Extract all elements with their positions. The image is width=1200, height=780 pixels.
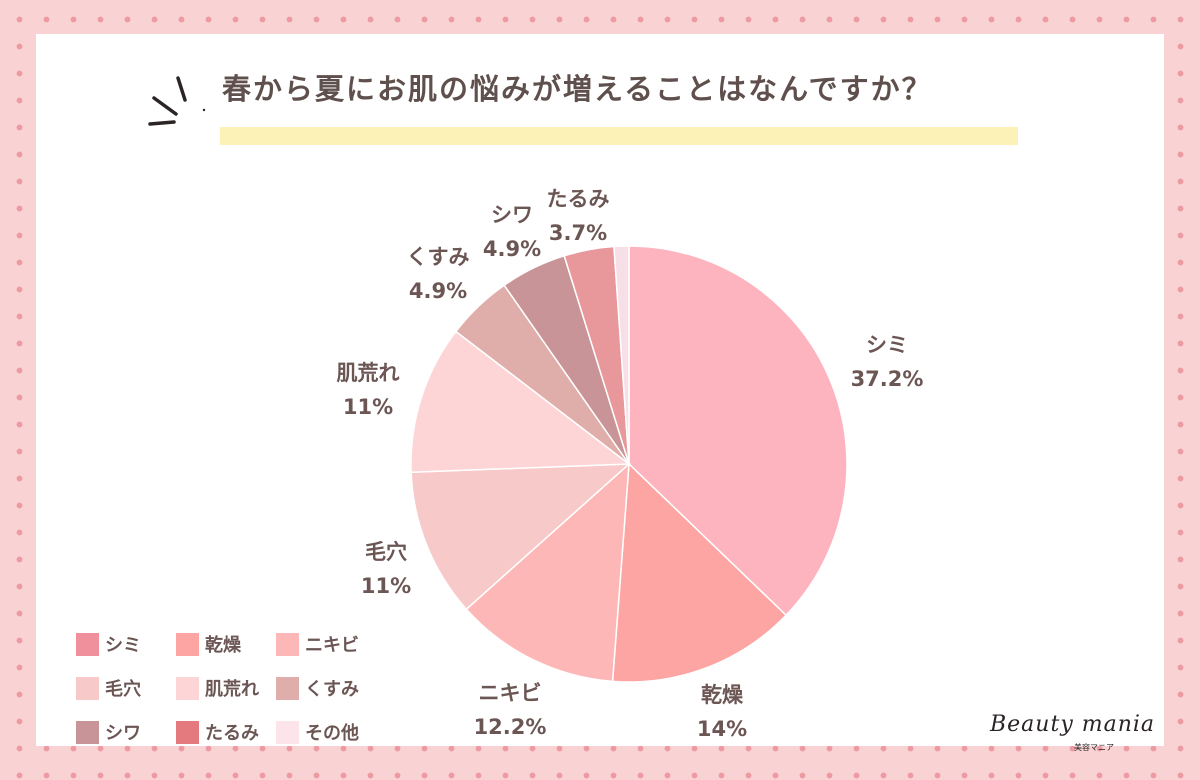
callout-label: たるみ — [546, 187, 610, 211]
legend-item: 乾燥 — [176, 631, 276, 657]
legend-item: シミ — [76, 631, 176, 657]
legend-label: たるみ — [205, 723, 259, 744]
callout-value: 4.9% — [482, 237, 542, 261]
callout-value: 14% — [696, 717, 748, 741]
callout-value: 12.2% — [473, 715, 547, 739]
legend-label: くすみ — [305, 679, 359, 700]
callout-0: シミ 37.2% — [851, 328, 924, 396]
callout-label: ニキビ — [478, 681, 542, 705]
callout-6: シワ 4.9% — [483, 198, 541, 266]
brand-logo: Beauty mania 美容マニア — [990, 712, 1160, 758]
emphasis-lines-icon — [148, 76, 206, 126]
legend-label: 肌荒れ — [205, 679, 259, 700]
callout-value: 11% — [360, 574, 412, 598]
pie-slice-0 — [628, 245, 848, 617]
legend-swatch — [76, 720, 99, 744]
legend-label: 毛穴 — [105, 679, 141, 700]
legend-item: くすみ — [276, 675, 376, 701]
legend-row: シワ たるみ その他 — [76, 710, 376, 754]
callout-label: 肌荒れ — [336, 361, 400, 385]
legend-swatch — [176, 632, 199, 656]
pie-slice-1 — [611, 462, 788, 683]
legend-swatch — [76, 632, 99, 656]
brand-name: Beauty mania — [990, 712, 1156, 737]
pie-slice-2 — [465, 462, 630, 683]
title-highlight — [220, 127, 1018, 145]
callout-value: 37.2% — [850, 367, 924, 391]
legend-swatch — [176, 676, 199, 700]
legend-label: 乾燥 — [205, 635, 241, 656]
callout-4: 肌荒れ 11% — [337, 356, 400, 424]
callout-value: 3.7% — [548, 221, 608, 245]
callout-label: 乾燥 — [700, 683, 743, 707]
legend-item: シワ — [76, 719, 176, 745]
legend-label: シワ — [105, 723, 141, 744]
legend-swatch — [176, 720, 199, 744]
callout-7: たるみ 3.7% — [547, 182, 610, 250]
callout-value: 4.9% — [408, 279, 468, 303]
chart-legend: シミ 乾燥 ニキビ毛穴 肌荒れ くすみシワ たるみ その他 — [76, 622, 376, 754]
callout-label: シワ — [491, 203, 533, 227]
legend-item: 毛穴 — [76, 675, 176, 701]
callout-label: シミ — [865, 333, 908, 357]
pie-slice-4 — [410, 330, 632, 473]
callout-5: くすみ 4.9% — [407, 240, 470, 308]
callout-1: 乾燥 14% — [697, 678, 747, 746]
callout-3: 毛穴 11% — [361, 535, 411, 603]
pie-slice-3 — [410, 463, 632, 611]
callout-value: 11% — [342, 395, 394, 419]
legend-item: 肌荒れ — [176, 675, 276, 701]
legend-swatch — [276, 676, 299, 700]
legend-row: 毛穴 肌荒れ くすみ — [76, 666, 376, 710]
callout-label: くすみ — [406, 245, 470, 269]
chart-title: 春から夏にお肌の悩みが増えることはなんですか？ — [222, 72, 933, 106]
legend-item: たるみ — [176, 719, 276, 745]
pie-slice-8 — [613, 245, 630, 465]
brand-sub: 美容マニア — [1074, 743, 1114, 752]
legend-swatch — [276, 632, 299, 656]
legend-label: その他 — [305, 723, 359, 744]
legend-item: その他 — [276, 719, 376, 745]
callout-label: 毛穴 — [364, 540, 407, 564]
legend-row: シミ 乾燥 ニキビ — [76, 622, 376, 666]
legend-swatch — [76, 676, 99, 700]
legend-swatch — [276, 720, 299, 744]
callout-2: ニキビ 12.2% — [474, 676, 547, 744]
legend-item: ニキビ — [276, 631, 376, 657]
legend-label: シミ — [105, 635, 141, 656]
legend-label: ニキビ — [305, 635, 359, 656]
